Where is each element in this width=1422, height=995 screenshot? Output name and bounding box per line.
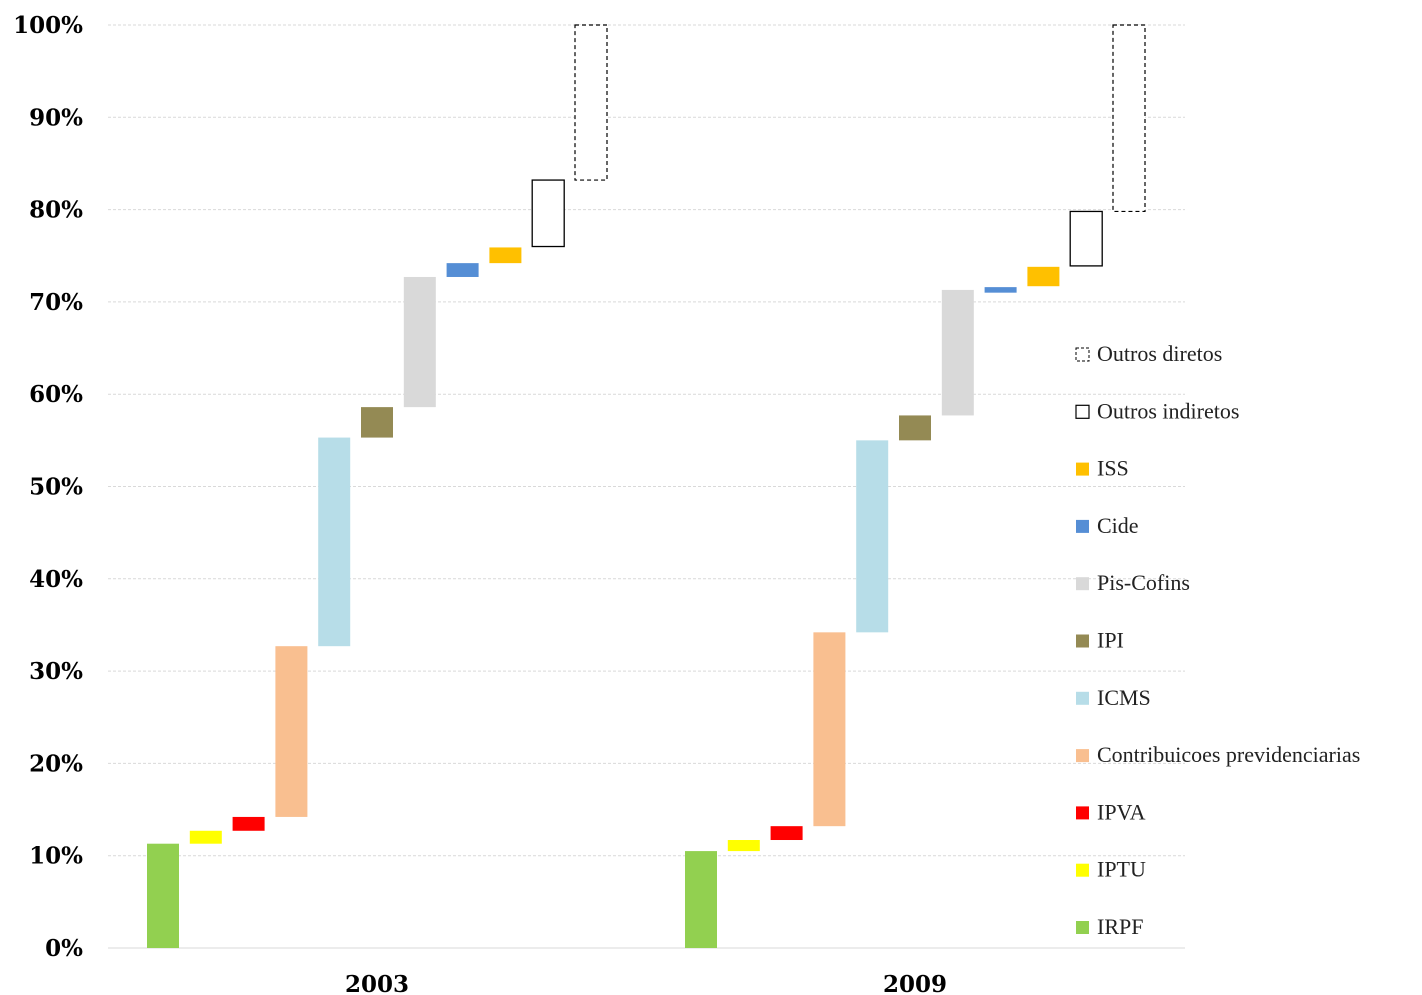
legend-item: IPI (1076, 628, 1124, 653)
legend-item: Outros indiretos (1075, 398, 1239, 423)
bar-ipva-2009 (770, 826, 803, 841)
legend-swatch (1076, 691, 1089, 705)
bar-contribuicoes-previdenciarias-2009 (813, 632, 846, 827)
bar-iss-2003 (489, 247, 522, 264)
bar-outros-indiretos-2003 (531, 179, 565, 248)
legend-label: IPVA (1097, 799, 1146, 824)
bar-outros-indiretos-2009 (1069, 210, 1103, 267)
legend-item: IRPF (1076, 914, 1143, 939)
bar-outros-diretos-2003 (574, 24, 608, 181)
legend-label: Contribuicoes previdenciarias (1097, 742, 1360, 767)
y-tick-label: 20% (29, 750, 83, 777)
y-tick-label: 100% (13, 12, 83, 39)
y-tick-label: 10% (29, 843, 83, 870)
legend-swatch (1076, 634, 1089, 648)
bar-icms-2009 (856, 440, 889, 633)
y-tick-label: 0% (45, 935, 83, 962)
bar-ipi-2009 (899, 415, 931, 441)
legend-label: ISS (1097, 456, 1129, 481)
bar-icms-2003 (318, 437, 351, 647)
legend-item: ICMS (1076, 685, 1151, 710)
legend-swatch (1076, 921, 1089, 934)
y-axis-tick-labels: 0% 10% 20% 30% 40% 50% 60% 70% 80% 90% 100% (13, 12, 83, 962)
legend-label: IPTU (1097, 857, 1146, 882)
legend-swatch (1075, 404, 1090, 419)
y-tick-label: 30% (29, 658, 83, 685)
bar-cide-2009 (984, 287, 1017, 293)
legend-label: ICMS (1097, 685, 1151, 710)
bar-irpf-2009 (685, 851, 717, 948)
y-tick-label: 50% (29, 474, 83, 501)
legend-swatch (1076, 519, 1089, 533)
legend-label: IPI (1097, 628, 1124, 653)
y-tick-label: 90% (29, 104, 83, 131)
bars (147, 24, 1146, 948)
legend-swatch (1076, 806, 1089, 820)
legend-swatch (1076, 863, 1089, 877)
legend-label: Cide (1097, 513, 1139, 538)
bar-irpf-2003 (147, 843, 179, 948)
y-tick-label: 40% (29, 566, 83, 593)
legend-swatch (1076, 749, 1089, 763)
bar-iptu-2003 (189, 830, 222, 844)
bar-cide-2003 (446, 263, 479, 277)
y-tick-label: 70% (29, 289, 83, 316)
legend-item: Outros diretos (1075, 341, 1222, 366)
bar-pis-cofins-2009 (941, 289, 974, 416)
legend: Outros diretos Outros indiretos ISS Cide Pis… (1075, 341, 1360, 939)
legend-item: ISS (1076, 456, 1129, 481)
legend-item: Contribuicoes previdenciarias (1076, 742, 1360, 767)
legend-item: Pis-Cofins (1076, 570, 1190, 595)
legend-swatch (1076, 577, 1089, 591)
legend-swatch (1075, 347, 1090, 362)
legend-label: Outros diretos (1097, 341, 1222, 366)
bar-iptu-2009 (727, 840, 760, 852)
bar-ipva-2003 (232, 816, 265, 831)
legend-swatch (1076, 462, 1089, 476)
gridlines (108, 24, 1185, 949)
bar-contribuicoes-previdenciarias-2003 (275, 646, 308, 817)
y-tick-label: 60% (29, 381, 83, 408)
bar-ipi-2003 (361, 407, 393, 438)
x-axis-category-labels: 2003 2009 (345, 971, 947, 995)
bar-pis-cofins-2003 (403, 276, 436, 408)
x-category-label: 2009 (883, 971, 947, 995)
bar-outros-diretos-2009 (1112, 24, 1146, 213)
legend-item: IPVA (1076, 799, 1146, 824)
legend-label: Outros indiretos (1097, 398, 1239, 423)
legend-item: IPTU (1076, 857, 1146, 882)
bar-iss-2009 (1027, 266, 1060, 287)
legend-item: Cide (1076, 513, 1139, 538)
x-category-label: 2003 (345, 971, 409, 995)
legend-label: Pis-Cofins (1097, 570, 1190, 595)
y-tick-label: 80% (29, 197, 83, 224)
legend-label: IRPF (1097, 914, 1143, 939)
